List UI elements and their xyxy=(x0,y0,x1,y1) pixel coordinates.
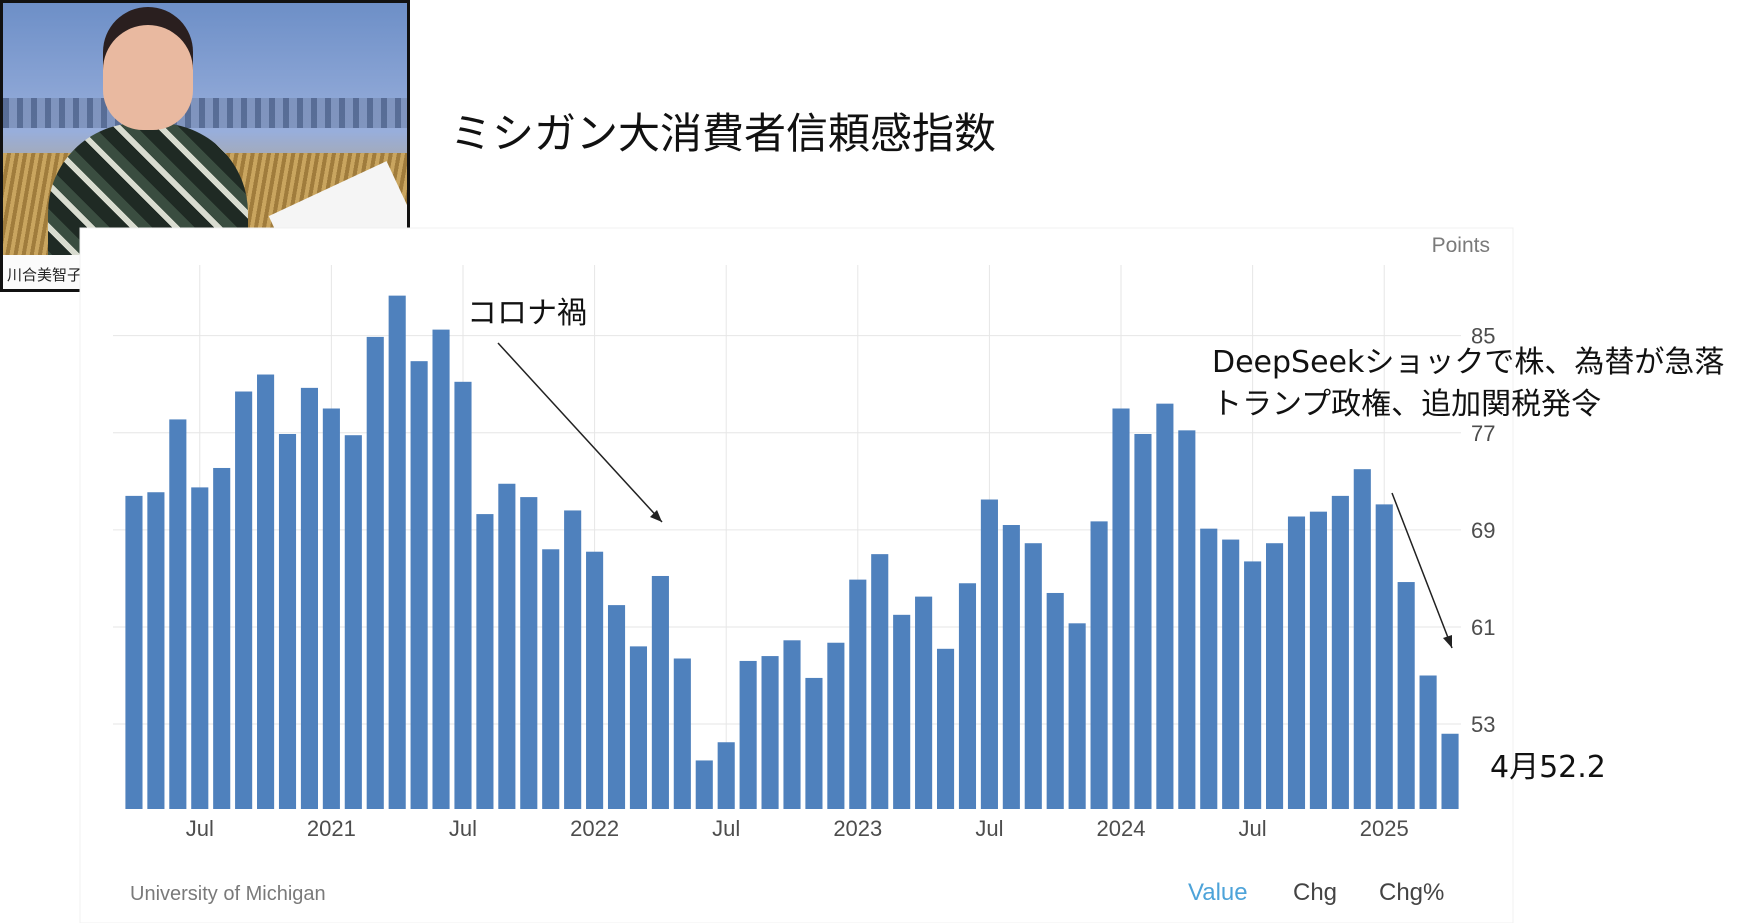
presenter-name-tag: 川合美智子 xyxy=(7,266,83,284)
x-tick-label-4: Jul xyxy=(712,816,740,841)
bar-36 xyxy=(915,596,933,809)
tab-value[interactable]: Value xyxy=(1188,879,1248,906)
chart-source: University of Michigan xyxy=(130,883,326,905)
bar-21 xyxy=(586,551,604,809)
bar-52 xyxy=(1266,543,1284,809)
bar-42 xyxy=(1046,592,1064,809)
bar-13 xyxy=(410,361,428,809)
bar-40 xyxy=(1002,525,1020,809)
presenter-head xyxy=(103,25,193,130)
bar-44 xyxy=(1090,521,1108,809)
slide-title: ミシガン大消費者信頼感指数 xyxy=(450,109,997,158)
y-tick-label-3: 77 xyxy=(1471,421,1495,446)
bar-41 xyxy=(1024,543,1042,809)
bar-11 xyxy=(366,336,384,809)
annotation-deepseek-line2: トランプ政権、追加関税発令 xyxy=(1212,387,1602,422)
bar-38 xyxy=(958,583,977,809)
bar-3 xyxy=(191,487,209,809)
bar-25 xyxy=(673,658,691,809)
bar-32 xyxy=(827,642,845,809)
bar-43 xyxy=(1068,623,1086,809)
x-tick-label-8: Jul xyxy=(1239,816,1267,841)
bar-7 xyxy=(278,433,297,809)
y-tick-label-4: 85 xyxy=(1471,324,1495,349)
bar-22 xyxy=(607,605,626,809)
bar-37 xyxy=(936,648,955,809)
bar-48 xyxy=(1178,430,1196,809)
deepseek-arrowhead xyxy=(1443,635,1452,648)
y-tick-label-1: 61 xyxy=(1471,615,1495,640)
bar-8 xyxy=(300,387,318,809)
annotation-deepseek: DeepSeekショックで株、為替が急落 トランプ政権、追加関税発令 xyxy=(1212,342,1724,426)
bar-51 xyxy=(1244,561,1262,809)
bar-9 xyxy=(322,408,340,809)
bar-29 xyxy=(761,656,779,809)
bar-14 xyxy=(432,329,450,809)
bar-27 xyxy=(717,742,735,809)
chart-bars xyxy=(125,295,1459,809)
chart-x-ticks: Jul 2021 Jul 2022 Jul 2023 Jul 2024 Jul 2025 xyxy=(186,816,1409,841)
bar-20 xyxy=(564,510,582,809)
deepseek-arrow xyxy=(1391,492,1453,649)
bar-4 xyxy=(213,467,231,809)
x-tick-label-0: Jul xyxy=(186,816,214,841)
y-tick-label-2: 69 xyxy=(1471,518,1495,543)
bar-34 xyxy=(871,554,889,809)
bar-60 xyxy=(1441,733,1459,809)
bar-31 xyxy=(805,677,823,809)
bar-58 xyxy=(1397,582,1415,809)
bar-33 xyxy=(849,579,867,809)
bar-39 xyxy=(980,499,998,809)
bar-56 xyxy=(1353,469,1371,809)
bar-45 xyxy=(1112,408,1130,809)
bar-47 xyxy=(1156,403,1174,809)
bar-53 xyxy=(1287,516,1306,809)
bar-15 xyxy=(454,381,472,809)
bar-28 xyxy=(739,660,757,809)
bar-59 xyxy=(1419,675,1437,809)
tab-chg[interactable]: Chg xyxy=(1293,879,1337,906)
bar-2 xyxy=(169,419,187,809)
bar-0 xyxy=(125,495,143,809)
bar-57 xyxy=(1375,504,1393,809)
bar-30 xyxy=(783,640,801,809)
y-tick-label-0: 53 xyxy=(1471,712,1495,737)
bar-17 xyxy=(498,483,516,809)
annotation-april: 4月52.2 xyxy=(1490,750,1606,785)
x-tick-label-5: 2023 xyxy=(833,816,882,841)
video-bridge xyxy=(3,98,407,128)
bar-24 xyxy=(651,575,669,809)
x-tick-label-1: 2021 xyxy=(307,816,356,841)
annotation-deepseek-line1: DeepSeekショックで株、為替が急落 xyxy=(1212,345,1725,380)
bar-6 xyxy=(257,374,275,809)
bar-35 xyxy=(893,614,911,809)
chart-y-ticks: 53 61 69 77 85 xyxy=(1471,324,1495,737)
x-tick-label-3: 2022 xyxy=(570,816,619,841)
bar-12 xyxy=(388,295,406,809)
bar-23 xyxy=(629,646,648,809)
tab-chg-percent[interactable]: Chg% xyxy=(1379,879,1444,906)
bar-46 xyxy=(1134,433,1152,809)
bar-50 xyxy=(1222,539,1240,809)
bar-26 xyxy=(695,760,713,809)
bar-49 xyxy=(1200,528,1218,809)
annotation-corona: コロナ禍 xyxy=(467,296,587,331)
chart-unit-label: Points xyxy=(1432,234,1490,257)
x-tick-label-9: 2025 xyxy=(1360,816,1409,841)
bar-16 xyxy=(476,514,494,809)
bar-18 xyxy=(520,497,538,809)
x-tick-label-7: 2024 xyxy=(1097,816,1146,841)
corona-arrow xyxy=(497,342,663,523)
bar-1 xyxy=(147,492,165,809)
x-tick-label-6: Jul xyxy=(975,816,1003,841)
bar-54 xyxy=(1309,511,1327,809)
x-tick-label-2: Jul xyxy=(449,816,477,841)
corona-arrowhead xyxy=(650,510,662,522)
bar-10 xyxy=(344,435,362,809)
bar-19 xyxy=(542,549,560,809)
bar-5 xyxy=(235,391,253,809)
bar-55 xyxy=(1331,495,1349,809)
